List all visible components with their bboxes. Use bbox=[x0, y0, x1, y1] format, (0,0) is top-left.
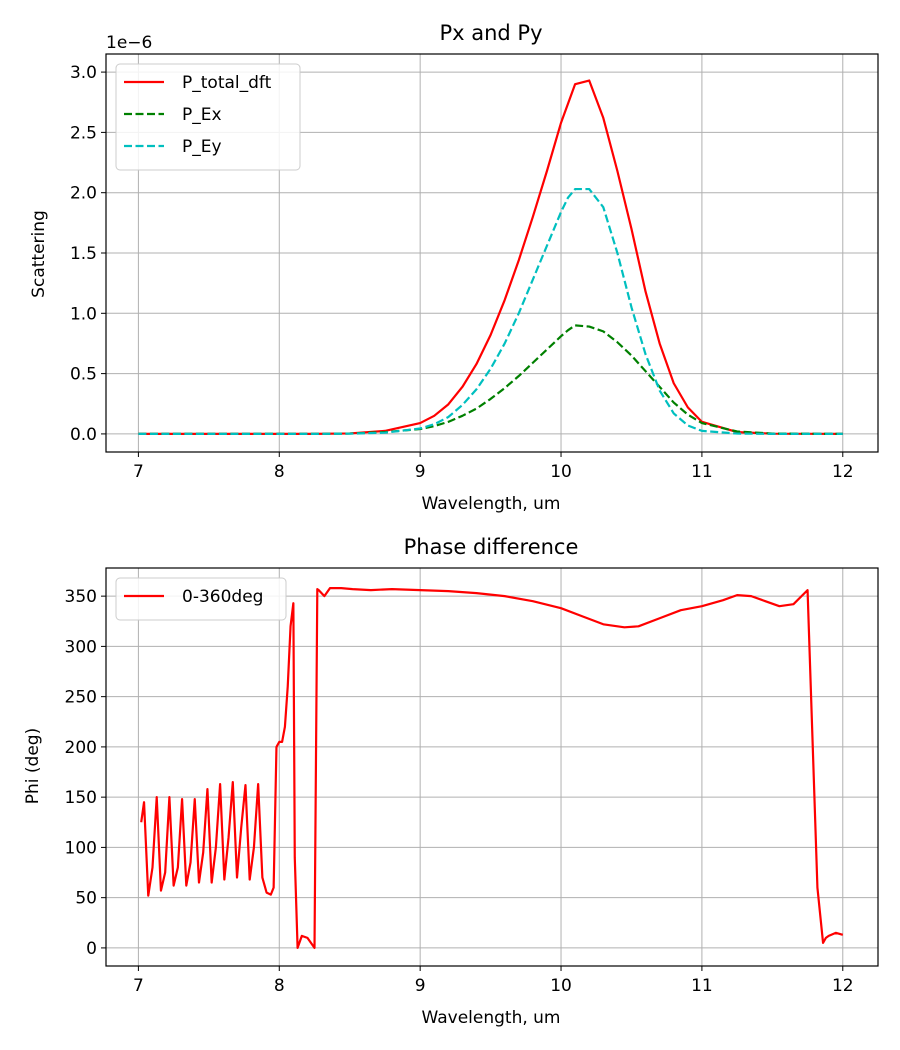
series-line-0-360deg bbox=[140, 587, 844, 950]
phase-x-ticks: 7 8 9 10 11 12 bbox=[133, 966, 854, 996]
scattering-y-offset-text: 1e−6 bbox=[106, 33, 152, 53]
phase-legend-box bbox=[115, 577, 287, 621]
scattering-x-tick-label: 7 bbox=[133, 462, 144, 482]
phase-y-tick-label: 100 bbox=[65, 838, 97, 858]
scattering-x-tick-label: 11 bbox=[691, 462, 713, 482]
phase-x-tick-label: 11 bbox=[691, 976, 713, 996]
scattering-y-tick-label: 2.0 bbox=[70, 184, 97, 204]
phase-y-tick-label: 50 bbox=[75, 889, 97, 909]
legend-label-0-360deg: 0-360deg bbox=[182, 587, 263, 607]
phase-x-tick-label: 12 bbox=[832, 976, 854, 996]
phase-legend: 0-360deg bbox=[115, 577, 287, 621]
phase-y-axis-label: Phi (deg) bbox=[23, 728, 43, 804]
scattering-chart-title: Px and Py bbox=[439, 21, 542, 45]
scattering-y-tick-label: 0.5 bbox=[70, 365, 97, 385]
phase-x-tick-label: 8 bbox=[274, 976, 285, 996]
legend-label-p-ey: P_Ey bbox=[182, 137, 222, 157]
scattering-y-tick-label: 1.5 bbox=[70, 244, 97, 264]
scattering-y-tick-label: 2.5 bbox=[70, 123, 97, 143]
phase-y-tick-label: 350 bbox=[65, 587, 97, 607]
phase-y-tick-label: 300 bbox=[65, 637, 97, 657]
scattering-y-axis-label: Scattering bbox=[29, 210, 49, 298]
scattering-x-tick-label: 10 bbox=[550, 462, 572, 482]
scattering-x-tick-label: 12 bbox=[832, 462, 854, 482]
scattering-y-ticks: 0.0 0.5 1.0 1.5 2.0 2.5 3.0 bbox=[70, 63, 106, 445]
phase-series-group bbox=[140, 587, 844, 950]
phase-y-ticks: 0 50 100 150 200 250 300 350 bbox=[65, 587, 106, 959]
scattering-x-axis-label: Wavelength, um bbox=[422, 494, 561, 514]
series-line-p-total-dft bbox=[138, 79, 843, 436]
phase-y-tick-label: 0 bbox=[86, 939, 97, 959]
phase-y-tick-label: 200 bbox=[65, 738, 97, 758]
scattering-y-tick-label: 0.0 bbox=[70, 425, 97, 445]
phase-x-tick-label: 7 bbox=[133, 976, 144, 996]
phase-plot-frame bbox=[105, 567, 879, 967]
legend-label-p-ex: P_Ex bbox=[182, 105, 222, 125]
phase-y-tick-label: 250 bbox=[65, 688, 97, 708]
scattering-x-ticks: 7 8 9 10 11 12 bbox=[133, 452, 854, 482]
scattering-x-tick-label: 9 bbox=[415, 462, 426, 482]
phase-x-tick-label: 9 bbox=[415, 976, 426, 996]
phase-chart-title: Phase difference bbox=[404, 535, 579, 559]
phase-grid bbox=[106, 568, 878, 966]
scattering-legend: P_total_dft P_Ex P_Ey bbox=[115, 63, 301, 171]
scattering-y-tick-label: 1.0 bbox=[70, 304, 97, 324]
legend-label-p-total-dft: P_total_dft bbox=[182, 73, 272, 93]
phase-y-tick-label: 150 bbox=[65, 788, 97, 808]
phase-x-tick-label: 10 bbox=[550, 976, 572, 996]
scattering-x-tick-label: 8 bbox=[274, 462, 285, 482]
scattering-y-tick-label: 3.0 bbox=[70, 63, 97, 83]
scattering-legend-box bbox=[115, 63, 301, 171]
scattering-series-group bbox=[138, 79, 843, 436]
phase-chart: Phase difference 7 8 9 10 11 12 0 50 100 150 200 2… bbox=[23, 535, 879, 1028]
phase-x-axis-label: Wavelength, um bbox=[422, 1008, 561, 1028]
series-line-p-ey bbox=[138, 187, 843, 436]
scattering-chart: Px and Py 1e−6 7 8 9 10 11 12 0.0 0.5 1.0 1.5 2.0… bbox=[29, 21, 879, 514]
